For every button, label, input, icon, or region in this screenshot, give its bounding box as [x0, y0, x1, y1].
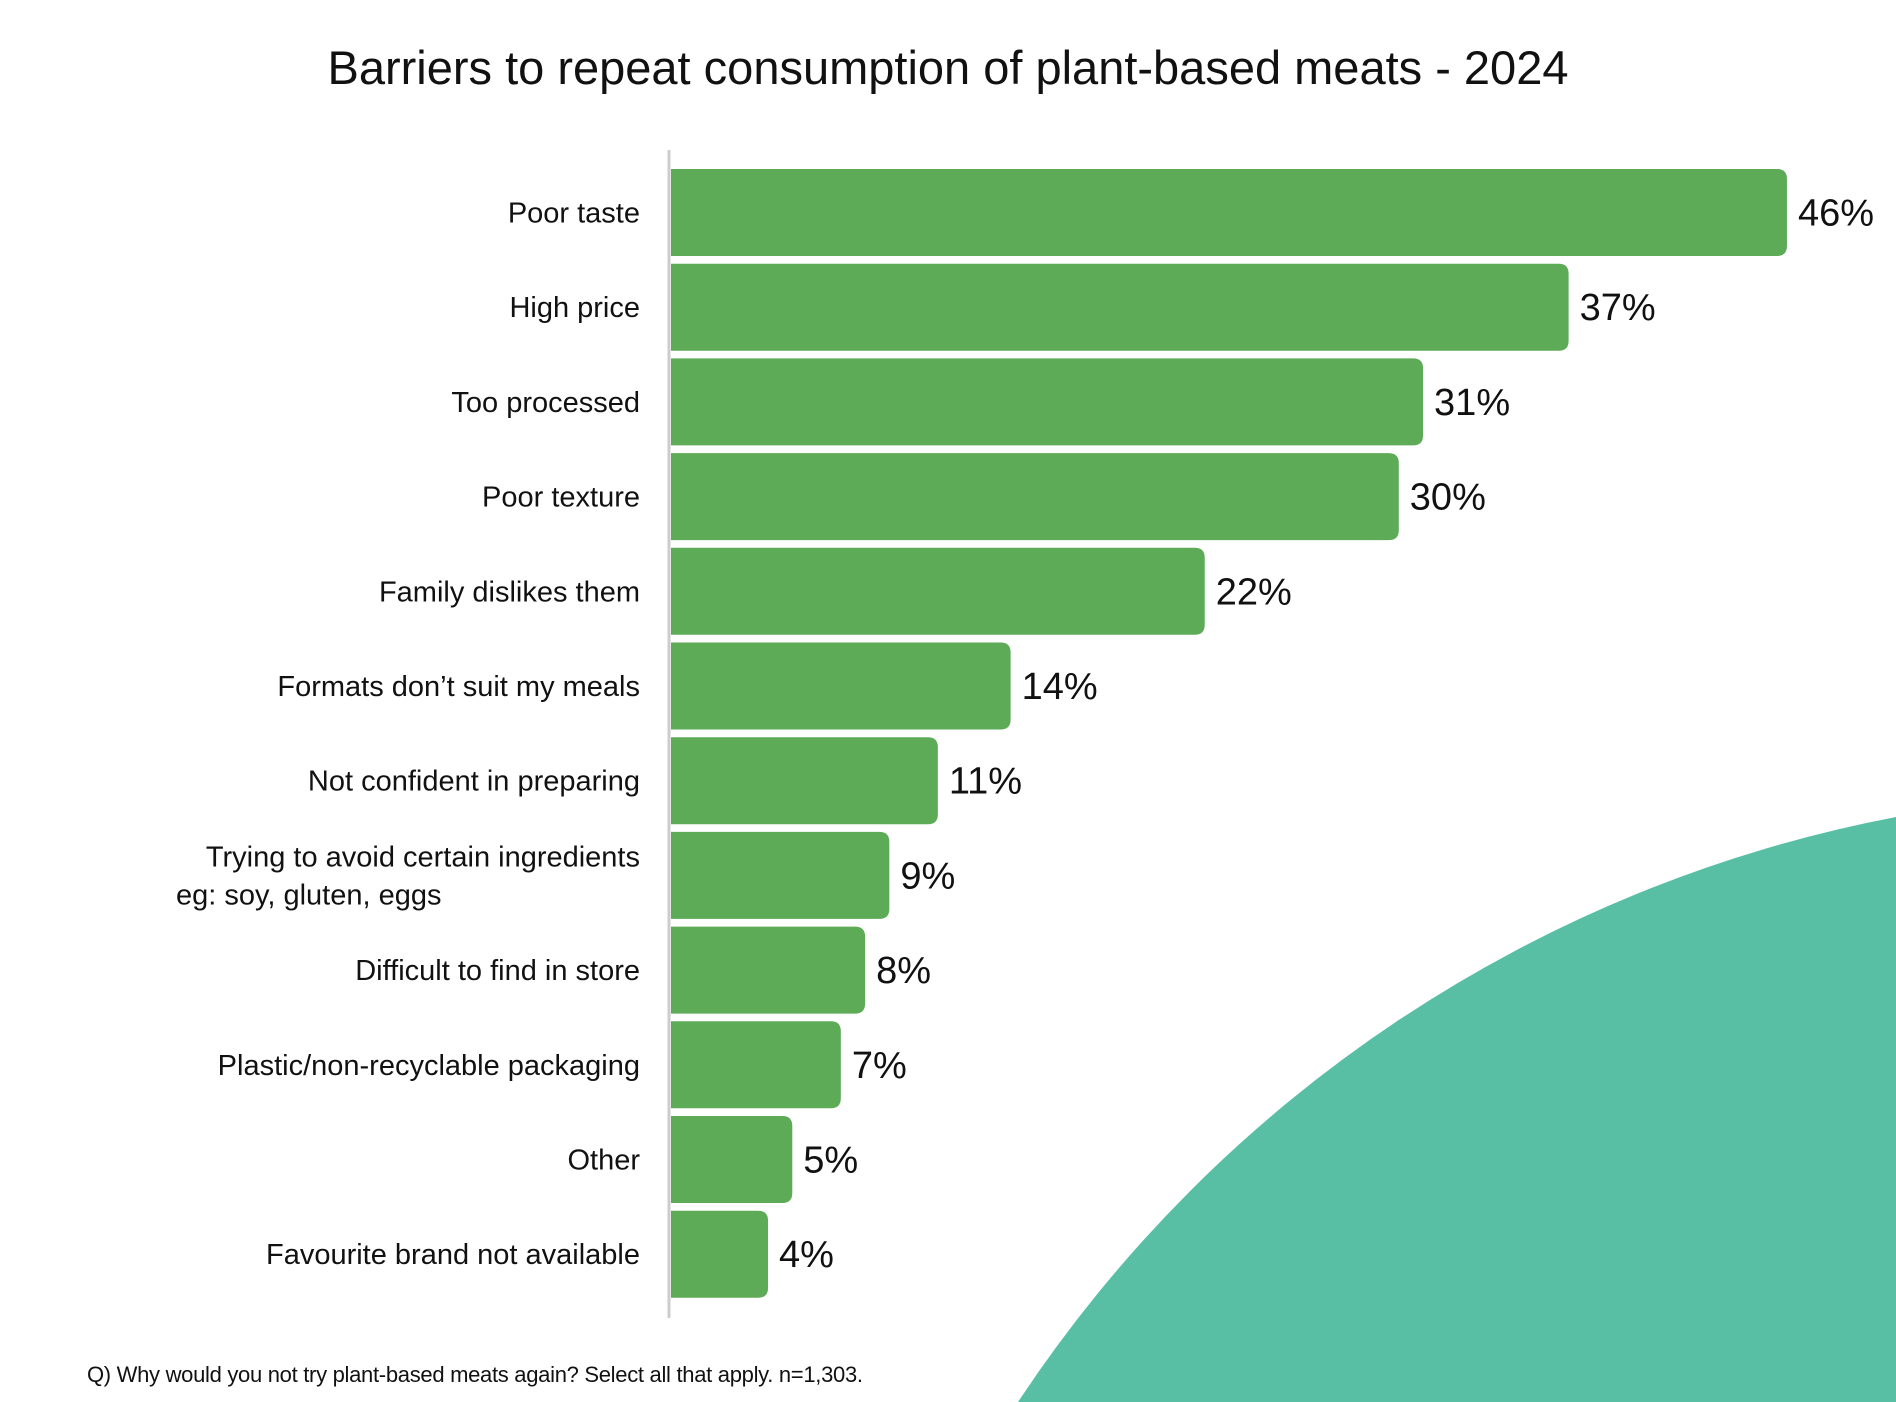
bar [671, 1116, 793, 1203]
value-label: 46% [1798, 193, 1874, 235]
bar [671, 1021, 841, 1109]
bar [671, 926, 866, 1014]
category-label: Favourite brand not available [266, 1239, 640, 1271]
value-label: 22% [1216, 571, 1292, 613]
value-label: 4% [779, 1234, 834, 1276]
bar [671, 358, 1424, 446]
category-label: Other [567, 1145, 640, 1177]
value-label: 7% [852, 1045, 907, 1087]
category-label: Poor taste [508, 198, 640, 230]
value-label: 14% [1022, 666, 1098, 708]
bar [671, 737, 938, 825]
chart-title: Barriers to repeat consumption of plant-… [327, 41, 1569, 94]
footnote: Q) Why would you not try plant-based mea… [87, 1362, 863, 1387]
value-label: 8% [876, 950, 931, 992]
bar [671, 263, 1569, 351]
bar [671, 169, 1787, 256]
bar [671, 453, 1399, 541]
category-label: Plastic/non-recyclable packaging [218, 1050, 640, 1082]
category-label: Too processed [451, 387, 640, 419]
category-label: Trying to avoid certain ingredients eg: s… [176, 841, 640, 911]
bar [671, 642, 1011, 730]
category-label: Difficult to find in store [355, 955, 640, 987]
value-label: 30% [1410, 477, 1486, 519]
value-label: 5% [803, 1140, 858, 1182]
value-label: 11% [949, 761, 1022, 803]
bar [671, 1210, 769, 1298]
value-label: 37% [1580, 287, 1656, 329]
category-label: Family dislikes them [379, 576, 640, 608]
value-label: 31% [1434, 382, 1510, 424]
bar [671, 547, 1205, 635]
bar [671, 831, 890, 919]
value-label: 9% [900, 855, 955, 897]
category-label: High price [509, 292, 640, 324]
category-label: Poor texture [482, 482, 640, 514]
category-label: Not confident in preparing [308, 766, 640, 798]
category-label: Formats don’t suit my meals [277, 671, 640, 703]
